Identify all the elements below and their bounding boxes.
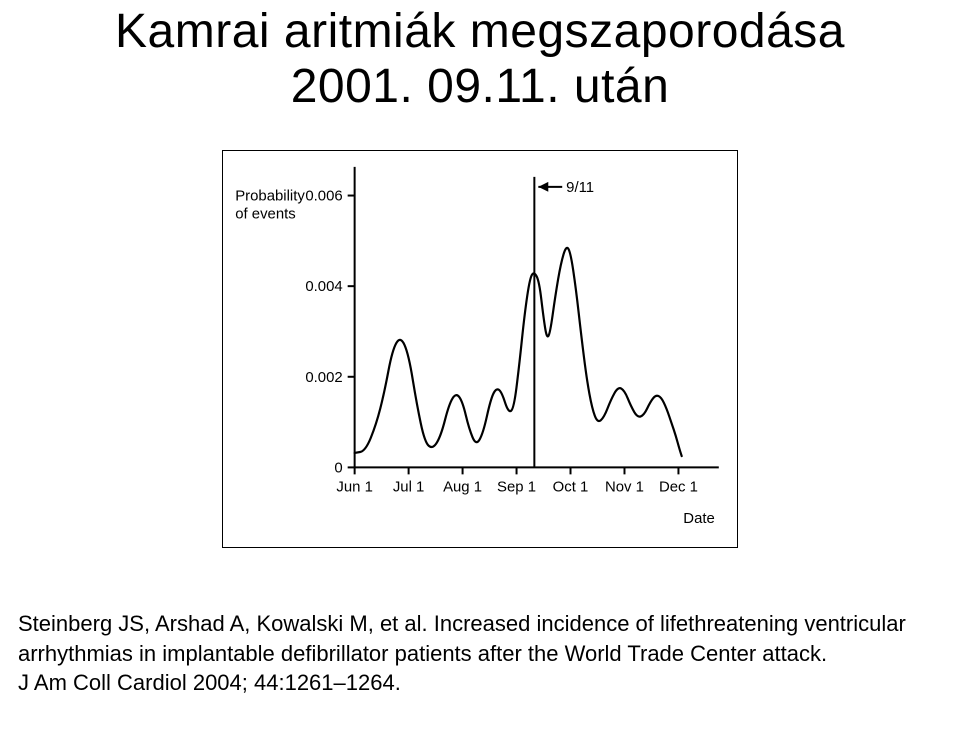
slide-title: Kamrai aritmiák megszaporodása 2001. 09.… xyxy=(0,0,960,114)
svg-text:Date: Date xyxy=(683,510,715,527)
svg-text:Jul 1: Jul 1 xyxy=(393,478,425,495)
citation-journal: J Am Coll Cardiol 2004; 44:1261–1264. xyxy=(18,670,401,695)
probability-chart: 0 0.002 0.004 0.006Probabilityof events Jun … xyxy=(222,150,738,548)
svg-text:0: 0 xyxy=(334,459,342,476)
svg-text:Oct 1: Oct 1 xyxy=(553,478,589,495)
slide: Kamrai aritmiák megszaporodása 2001. 09.… xyxy=(0,0,960,746)
svg-text:Dec 1: Dec 1 xyxy=(659,478,698,495)
svg-text:Sep 1: Sep 1 xyxy=(497,478,536,495)
title-line-2: 2001. 09.11. után xyxy=(291,60,670,113)
svg-text:0.002: 0.002 xyxy=(305,369,342,386)
title-line-1: Kamrai aritmiák megszaporodása xyxy=(115,5,845,58)
svg-text:Nov 1: Nov 1 xyxy=(605,478,644,495)
svg-text:0.006: 0.006 xyxy=(305,188,342,205)
svg-text:9/11: 9/11 xyxy=(566,179,594,196)
citation-body: Steinberg JS, Arshad A, Kowalski M, et a… xyxy=(18,611,906,666)
svg-text:Aug 1: Aug 1 xyxy=(443,478,482,495)
svg-text:of events: of events xyxy=(235,205,296,222)
svg-text:Jun 1: Jun 1 xyxy=(336,478,372,495)
chart-svg: 0 0.002 0.004 0.006Probabilityof events Jun … xyxy=(223,151,737,547)
citation: Steinberg JS, Arshad A, Kowalski M, et a… xyxy=(18,609,942,698)
svg-text:Probability: Probability xyxy=(235,188,305,205)
svg-text:0.004: 0.004 xyxy=(305,278,342,295)
